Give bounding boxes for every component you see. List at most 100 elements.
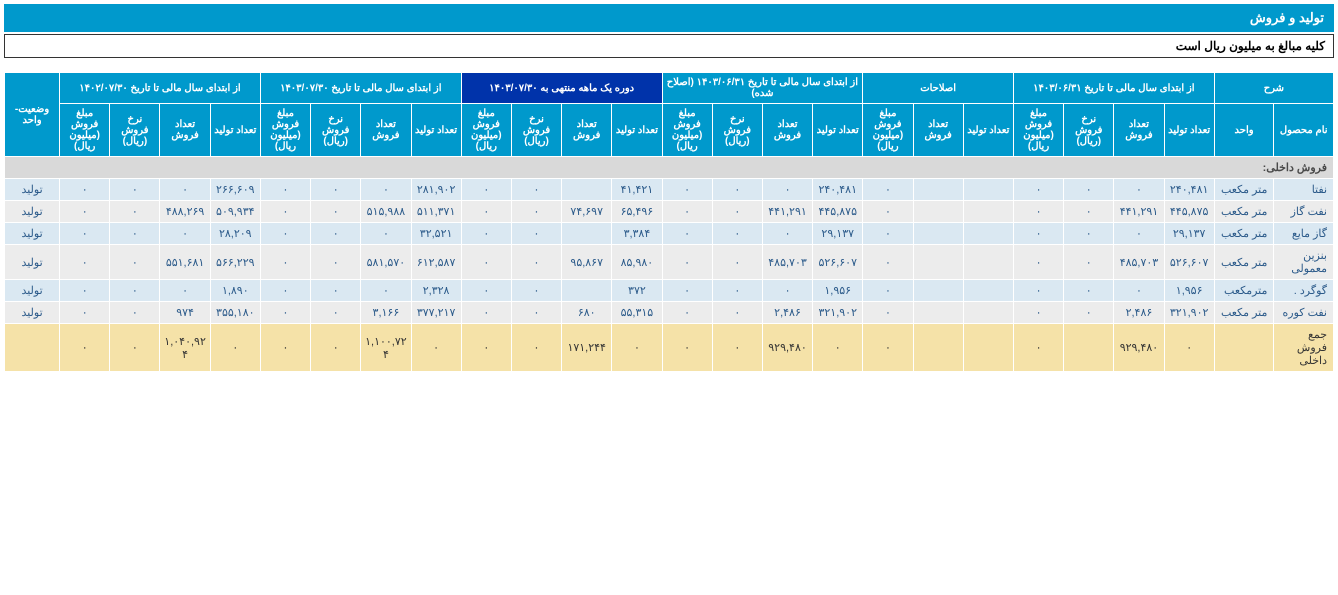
cell: ۵۲۶,۶۰۷ (813, 245, 863, 280)
cell: ۰ (662, 302, 712, 324)
cell: نفت گاز (1274, 201, 1334, 223)
col-amount: مبلغ فروش (میلیون ریال) (1013, 104, 1063, 157)
cell (1064, 324, 1114, 372)
col-unit: واحد (1214, 104, 1274, 157)
cell: ۰ (1013, 245, 1063, 280)
cell: ۰ (461, 245, 511, 280)
cell: ۰ (1064, 179, 1114, 201)
table-row: نفت گازمتر مکعب۴۴۵,۸۷۵۴۴۱,۲۹۱۰۰۰۴۴۵,۸۷۵۴… (5, 201, 1334, 223)
cell: ۰ (361, 179, 411, 201)
cell: ۴۱,۴۲۱ (612, 179, 662, 201)
cell: ۰ (461, 280, 511, 302)
cell: ۰ (662, 245, 712, 280)
cell: ۲۶۶,۶۰۹ (210, 179, 260, 201)
cell: ۱,۱۰۰,۷۲۴ (361, 324, 411, 372)
col-rate: نرخ فروش (ریال) (511, 104, 561, 157)
cell: ۰ (110, 201, 160, 223)
cell: ۰ (1114, 223, 1164, 245)
cell: ۲۸,۲۰۹ (210, 223, 260, 245)
cell: ۵۵,۳۱۵ (612, 302, 662, 324)
cell: ۰ (612, 324, 662, 372)
cell: تولید (5, 179, 60, 201)
col-prodname: نام محصول (1274, 104, 1334, 157)
col-rate: نرخ فروش (ریال) (712, 104, 762, 157)
cell: ۰ (662, 223, 712, 245)
cell: تولید (5, 245, 60, 280)
cell (1214, 324, 1274, 372)
cell: ۰ (1064, 201, 1114, 223)
cell: ۱,۹۵۶ (1164, 280, 1214, 302)
cell: ۰ (361, 223, 411, 245)
table-row: گاز مایعمتر مکعب۲۹,۱۳۷۰۰۰۰۲۹,۱۳۷۰۰۰۳,۳۸۴… (5, 223, 1334, 245)
cell: ۷۴,۶۹۷ (562, 201, 612, 223)
cell: ۰ (863, 324, 913, 372)
cell: ۰ (712, 179, 762, 201)
col-qtyprod: تعداد تولید (1164, 104, 1214, 157)
cell: ۰ (260, 302, 310, 324)
cell (963, 280, 1013, 302)
col-period5: از ابتدای سال مالی تا تاریخ ۱۴۰۲/۰۷/۳۰ (60, 73, 261, 104)
col-period3: دوره یک ماهه منتهی به ۱۴۰۳/۰۷/۳۰ (461, 73, 662, 104)
cell: ۰ (1064, 245, 1114, 280)
cell: ۰ (863, 245, 913, 280)
cell: ۰ (712, 324, 762, 372)
cell: ۱,۸۹۰ (210, 280, 260, 302)
cell: ۶۵,۴۹۶ (612, 201, 662, 223)
cell: ۴۴۱,۲۹۱ (762, 201, 812, 223)
col-amount: مبلغ فروش (میلیون ریال) (60, 104, 110, 157)
cell: ۰ (210, 324, 260, 372)
cell (963, 179, 1013, 201)
col-qtysale: تعداد فروش (1114, 104, 1164, 157)
cell: ۰ (461, 201, 511, 223)
col-qtysale: تعداد فروش (762, 104, 812, 157)
table-row: گوگرد .مترمکعب۱,۹۵۶۰۰۰۰۱,۹۵۶۰۰۰۳۷۲۰۰۲,۳۲… (5, 280, 1334, 302)
cell: ۵۱۵,۹۸۸ (361, 201, 411, 223)
cell: ۱۷۱,۲۴۴ (562, 324, 612, 372)
cell: ۹۵,۸۶۷ (562, 245, 612, 280)
cell: گاز مایع (1274, 223, 1334, 245)
cell: ۰ (863, 201, 913, 223)
cell: گوگرد . (1274, 280, 1334, 302)
cell: ۳,۱۶۶ (361, 302, 411, 324)
cell: ۰ (260, 223, 310, 245)
cell (913, 223, 963, 245)
cell: متر مکعب (1214, 179, 1274, 201)
cell: ۰ (511, 245, 561, 280)
cell: ۰ (311, 324, 361, 372)
cell: ۰ (110, 302, 160, 324)
col-status: وضعیت-واحد (5, 73, 60, 157)
col-qtysale: تعداد فروش (562, 104, 612, 157)
cell: ۰ (361, 280, 411, 302)
cell: متر مکعب (1214, 201, 1274, 223)
cell: ۰ (1013, 201, 1063, 223)
cell (562, 223, 612, 245)
cell: ۰ (160, 280, 210, 302)
cell: ۰ (712, 201, 762, 223)
cell: ۰ (762, 223, 812, 245)
cell: ۰ (160, 223, 210, 245)
cell: ۸۵,۹۸۰ (612, 245, 662, 280)
cell: ۰ (1013, 324, 1063, 372)
col-amount: مبلغ فروش (میلیون ریال) (662, 104, 712, 157)
cell: ۰ (1064, 280, 1114, 302)
cell: ۰ (511, 324, 561, 372)
cell: ۰ (1013, 179, 1063, 201)
cell: ۲۹,۱۳۷ (1164, 223, 1214, 245)
cell: ۲,۴۸۶ (1114, 302, 1164, 324)
data-table: شرح از ابتدای سال مالی تا تاریخ ۱۴۰۳/۰۶/… (4, 72, 1334, 372)
cell: ۴۸۵,۷۰۳ (1114, 245, 1164, 280)
cell: ۰ (311, 223, 361, 245)
cell (913, 302, 963, 324)
cell: ۰ (110, 324, 160, 372)
cell: ۰ (60, 179, 110, 201)
cell: متر مکعب (1214, 245, 1274, 280)
col-period1: از ابتدای سال مالی تا تاریخ ۱۴۰۳/۰۶/۳۱ (1013, 73, 1214, 104)
table-row: نفتامتر مکعب۲۴۰,۴۸۱۰۰۰۰۲۴۰,۴۸۱۰۰۰۴۱,۴۲۱۰… (5, 179, 1334, 201)
cell: ۲,۳۲۸ (411, 280, 461, 302)
col-qtysale: تعداد فروش (913, 104, 963, 157)
col-period2: از ابتدای سال مالی تا تاریخ ۱۴۰۳/۰۶/۳۱ (… (662, 73, 863, 104)
cell: ۰ (260, 201, 310, 223)
cell: ۰ (60, 223, 110, 245)
cell: ۰ (762, 179, 812, 201)
cell: تولید (5, 223, 60, 245)
